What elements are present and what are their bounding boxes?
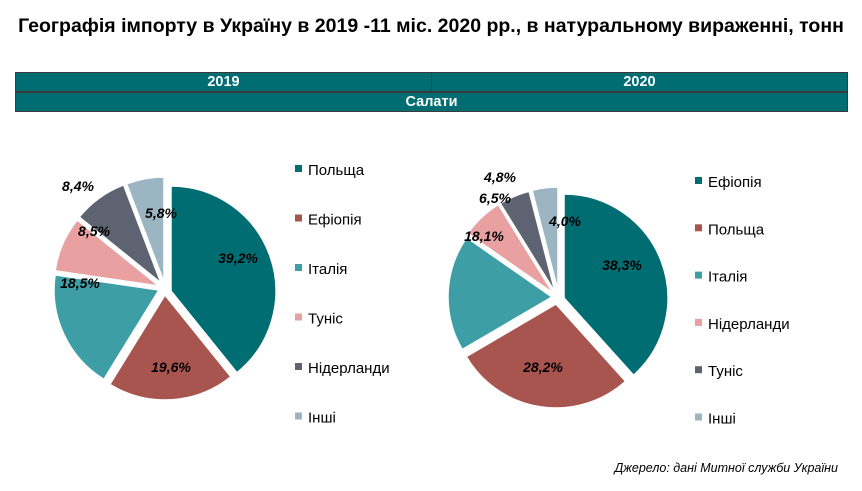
pie-slice-2020-2 — [447, 236, 554, 351]
legend-swatch-2020-3 — [695, 318, 702, 326]
legend-label-2020-2: Італія — [708, 269, 747, 286]
data-label-2019-1: 19,6% — [151, 359, 191, 375]
data-label-2019-5: 5,8% — [145, 205, 177, 221]
data-label-2020-3: 6,5% — [479, 190, 511, 206]
data-label-2020-2: 18,1% — [464, 228, 504, 244]
pie-slice-2020-0 — [563, 193, 669, 377]
pie-slice-2020-4 — [499, 190, 556, 293]
source-note: Джерело: дані Митної служби України — [614, 461, 838, 475]
data-label-2019-0: 39,2% — [218, 250, 258, 266]
legend-label-2019-5: Інші — [308, 410, 336, 427]
pie-chart-2020: 38,3% 28,2% 18,1% 6,5% 4,8% 4,0% Ефіопія Польща… — [447, 169, 790, 428]
legend-swatch-2020-1 — [695, 224, 702, 232]
data-label-2020-0: 38,3% — [602, 257, 642, 273]
pie-slice-2020-1 — [465, 303, 627, 409]
pie-slice-2019-1 — [108, 293, 232, 401]
pie-slice-2020-5 — [531, 186, 559, 292]
data-label-2019-2: 18,5% — [60, 275, 100, 291]
legend-swatch-2019-4 — [295, 363, 302, 370]
legend-swatch-2020-5 — [695, 413, 702, 421]
legend-label-2019-4: Нідерланди — [308, 360, 390, 377]
chart-title: Географія імпорту в Україну в 2019 -11 м… — [18, 15, 844, 37]
legend-label-2020-1: Польща — [708, 221, 765, 238]
legend-label-2019-3: Туніс — [308, 311, 343, 328]
legend-label-2019-1: Ефіопія — [308, 212, 362, 229]
legend-swatch-2020-2 — [695, 271, 702, 279]
pie-slice-2019-5 — [125, 176, 165, 283]
data-label-2020-5: 4,0% — [548, 213, 581, 229]
legend-label-2020-4: Туніс — [708, 363, 743, 380]
legend-swatch-2019-1 — [295, 214, 302, 222]
legend-swatch-2020-4 — [695, 366, 702, 374]
legend-swatch-2019-0 — [295, 165, 302, 172]
year-header-2019: 2019 — [16, 73, 432, 91]
category-header: Салати — [15, 92, 848, 112]
data-label-2020-4: 4,8% — [483, 169, 516, 185]
pie-slice-2019-2 — [53, 274, 161, 381]
pie-slice-2019-3 — [54, 219, 162, 288]
legend-label-2020-3: Нідерланди — [708, 316, 790, 333]
year-header-2020: 2020 — [623, 74, 656, 90]
data-label-2019-3: 8,5% — [78, 223, 110, 239]
data-label-2020-1: 28,2% — [522, 359, 563, 375]
legend-label-2019-0: Польща — [308, 162, 365, 179]
legend-label-2020-0: Ефіопія — [708, 174, 762, 191]
pie-slice-2019-4 — [78, 183, 163, 286]
legend-label-2020-5: Інші — [708, 411, 736, 428]
legend-swatch-2019-5 — [295, 412, 302, 420]
year-header-bar: 2019 2020 — [15, 72, 848, 92]
legend-swatch-2020-0 — [695, 177, 702, 184]
data-label-2019-4: 8,4% — [62, 178, 94, 194]
pie-chart-2019: 39,2% 19,6% 18,5% 8,5% 8,4% 5,8% Польща Ефіопія… — [53, 162, 390, 427]
legend-swatch-2019-2 — [295, 264, 302, 271]
pie-slice-2020-3 — [466, 203, 554, 294]
pie-slice-2019-0 — [170, 185, 277, 374]
legend-swatch-2019-3 — [295, 313, 302, 321]
legend-label-2019-2: Італія — [308, 261, 347, 278]
